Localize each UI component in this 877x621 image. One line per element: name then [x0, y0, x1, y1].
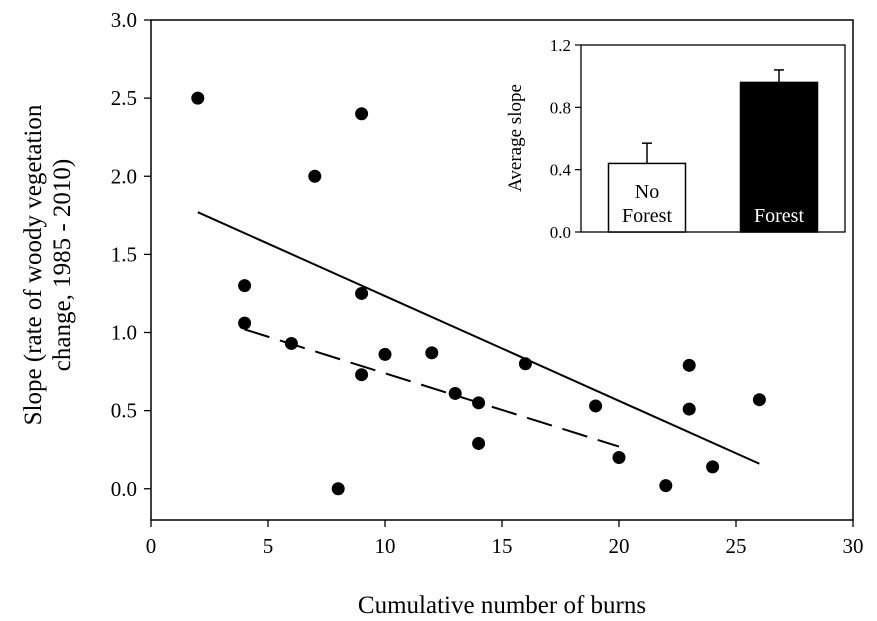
data-point [612, 451, 626, 464]
data-point [706, 460, 720, 474]
x-tick-label: 15 [492, 534, 513, 558]
y-axis-title-line-1: Slope (rate of woody vegetation [20, 104, 47, 425]
trend-lines [197, 211, 760, 465]
inset-ticks: 0.0 0.4 0.8 1.2 [550, 36, 581, 242]
inset-bar-label: Forest [622, 205, 672, 227]
y-tick-label: 1.5 [111, 242, 137, 266]
data-point [518, 357, 532, 371]
x-axis-title: Cumulative number of burns [358, 592, 646, 619]
y-tick-label: 0.0 [111, 477, 137, 501]
data-point [425, 346, 439, 360]
y-axis-title: Slope (rate of woody vegetation change, … [20, 104, 76, 425]
y-axis-title-line-2: change, 1985 - 2010) [49, 159, 76, 371]
inset-y-tick-label: 0.8 [550, 98, 571, 117]
trend-line-dashed [244, 328, 620, 448]
data-point [448, 386, 462, 400]
data-point [355, 286, 369, 300]
x-tick-label: 5 [263, 534, 274, 558]
data-point [682, 402, 696, 416]
inset-bar-label: Forest [754, 205, 804, 227]
y-tick-label: 2.0 [111, 164, 137, 188]
data-point [284, 336, 298, 350]
data-point [238, 316, 252, 330]
data-point [752, 393, 766, 407]
inset-y-tick-label: 1.2 [550, 36, 571, 55]
data-point [682, 358, 696, 372]
inset-y-axis-title: Average slope [505, 84, 526, 192]
data-point [659, 479, 673, 493]
main-plot: 0 5 10 15 20 25 30 0.0 0.5 1.0 1.5 2.0 2.5 3.0 Cumula… [20, 8, 864, 619]
x-tick-label: 30 [843, 534, 864, 558]
inset-frame [580, 44, 846, 233]
x-tick-label: 0 [146, 534, 157, 558]
data-point [472, 396, 486, 410]
data-point [238, 279, 252, 293]
data-point [589, 399, 603, 413]
data-point [308, 169, 322, 183]
inset-bar [607, 162, 687, 233]
trend-line-solid [197, 211, 760, 465]
inset-bar [739, 81, 819, 233]
y-tick-label: 1.0 [111, 321, 137, 345]
inset-y-tick-label: 0.4 [550, 161, 572, 180]
x-tick-label: 20 [609, 534, 630, 558]
y-tick-label: 0.5 [111, 399, 137, 423]
y-tick-label: 3.0 [111, 8, 137, 32]
data-point [191, 91, 205, 105]
data-point [355, 368, 369, 382]
x-tick-label: 10 [375, 534, 396, 558]
data-point [378, 347, 392, 361]
scatter-points [191, 91, 766, 496]
main-ticks: 0 5 10 15 20 25 30 0.0 0.5 1.0 1.5 2.0 2.5 3.0 [111, 8, 864, 558]
data-point [472, 436, 486, 450]
x-tick-label: 25 [726, 534, 747, 558]
y-tick-label: 2.5 [111, 86, 137, 110]
data-point [355, 107, 369, 121]
inset-y-tick-label: 0.0 [550, 223, 571, 242]
inset-bar-label: No [635, 181, 659, 203]
data-point [331, 482, 345, 496]
